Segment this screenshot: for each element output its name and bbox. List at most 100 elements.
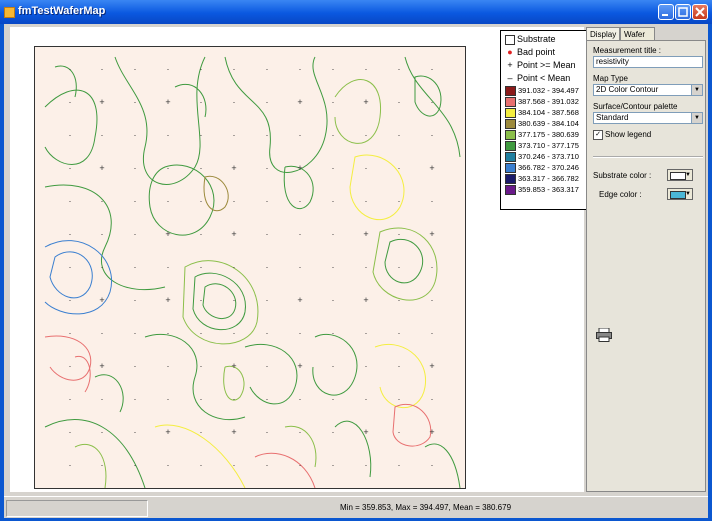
measurement-point: · — [398, 262, 401, 272]
measurement-point: + — [297, 361, 302, 371]
show-legend-checkbox[interactable]: ✓ — [593, 130, 603, 140]
measurement-point: · — [134, 295, 137, 305]
measurement-point: · — [101, 229, 104, 239]
contour-line — [224, 56, 328, 173]
measurement-point: · — [365, 328, 368, 338]
legend-range-label: 387.568 - 391.032 — [518, 97, 579, 106]
measurement-point: · — [365, 64, 368, 74]
edge-color-picker[interactable]: ▼ — [667, 188, 693, 200]
title-bar[interactable]: fmTestWaferMap — [0, 0, 712, 24]
legend-item: ● Bad point — [505, 46, 555, 58]
measurement-point: · — [266, 361, 269, 371]
contour-line — [283, 165, 314, 209]
measurement-point: · — [299, 130, 302, 140]
show-legend-label: Show legend — [605, 130, 652, 139]
legend-color-swatch — [505, 97, 516, 108]
measurement-point: · — [69, 130, 72, 140]
legend-range: 380.639 - 384.104 — [505, 119, 579, 130]
measurement-point: · — [69, 64, 72, 74]
measurement-point: · — [398, 229, 401, 239]
measurement-point: + — [99, 163, 104, 173]
measurement-point: · — [431, 196, 434, 206]
measurement-point: · — [431, 460, 434, 470]
measurement-point: · — [299, 229, 302, 239]
measurement-point: · — [200, 130, 203, 140]
maximize-button[interactable] — [675, 4, 691, 20]
measurement-point: · — [233, 196, 236, 206]
legend-marker-icon: – — [507, 73, 513, 83]
minimize-button[interactable] — [658, 4, 674, 20]
measurement-point: · — [101, 460, 104, 470]
measurement-point: + — [165, 97, 170, 107]
chevron-down-icon: ▼ — [685, 172, 691, 178]
map-type-label: Map Type — [593, 74, 628, 83]
substrate-color-swatch — [670, 172, 686, 180]
contour-line — [114, 56, 206, 185]
client-area: · · · · · · · · · · · · · · + · + · · · + · + · · · · · · · · · · · · · · · · ·… — [4, 24, 708, 518]
measurement-point: · — [167, 163, 170, 173]
measurement-point: + — [363, 427, 368, 437]
status-cell-empty — [6, 500, 148, 517]
app-icon — [4, 7, 15, 18]
measurement-point: · — [332, 427, 335, 437]
wafer-substrate[interactable]: · · · · · · · · · · · · · · + · + · · · + · + · · · · · · · · · · · · · · · · ·… — [34, 46, 466, 489]
contour-line — [74, 355, 91, 393]
legend-range: 377.175 - 380.639 — [505, 130, 579, 141]
measurement-point: · — [332, 130, 335, 140]
measurement-title-label: Measurement title : — [593, 46, 662, 55]
measurement-point: · — [134, 97, 137, 107]
measurement-point: · — [101, 130, 104, 140]
legend-range-label: 391.032 - 394.497 — [518, 86, 579, 95]
measurement-point: · — [365, 460, 368, 470]
contour-line — [349, 154, 405, 220]
palette-select[interactable]: Standard ▼ — [593, 112, 703, 124]
measurement-point: · — [299, 262, 302, 272]
contour-line — [44, 419, 146, 489]
measurement-point: · — [134, 196, 137, 206]
measurement-point: · — [134, 262, 137, 272]
wafer-map-canvas[interactable]: · · · · · · · · · · · · · · + · + · · · + · + · · · · · · · · · · · · · · · · ·… — [10, 27, 587, 492]
measurement-point: · — [69, 229, 72, 239]
measurement-point: · — [332, 328, 335, 338]
measurement-point: · — [398, 460, 401, 470]
tab-display[interactable]: Display — [586, 27, 621, 42]
map-type-value: 2D Color Contour — [596, 85, 659, 94]
contour-line — [148, 164, 215, 236]
measurement-point: · — [134, 460, 137, 470]
legend-color-swatch — [505, 152, 516, 163]
measurement-point: · — [200, 361, 203, 371]
contour-line — [54, 65, 77, 98]
measurement-point: · — [299, 460, 302, 470]
measurement-point: · — [431, 295, 434, 305]
measurement-point: + — [231, 163, 236, 173]
contour-line — [244, 343, 298, 405]
measurement-point: · — [332, 97, 335, 107]
measurement-point: · — [365, 262, 368, 272]
measurement-point: · — [233, 460, 236, 470]
legend-range-label: 366.782 - 370.246 — [518, 163, 579, 172]
palette-label: Surface/Contour palette — [593, 102, 678, 111]
measurement-point: · — [431, 262, 434, 272]
map-type-select[interactable]: 2D Color Contour ▼ — [593, 84, 703, 96]
printer-icon[interactable] — [596, 328, 612, 342]
contour-line — [334, 79, 382, 144]
contour-line — [254, 452, 316, 489]
tab-wafer-params[interactable]: Wafer params — [620, 27, 655, 52]
legend-range-label: 377.175 - 380.639 — [518, 130, 579, 139]
close-button[interactable] — [692, 4, 708, 20]
measurement-title-input[interactable]: resistivity — [593, 56, 703, 68]
measurement-point: · — [431, 97, 434, 107]
status-bar: Min = 359.853, Max = 394.497, Mean = 380… — [4, 496, 708, 518]
contour-line — [384, 238, 424, 284]
chevron-down-icon: ▼ — [691, 113, 702, 123]
substrate-color-picker[interactable]: ▼ — [667, 169, 693, 181]
legend-color-swatch — [505, 174, 516, 185]
contour-line — [334, 420, 372, 478]
measurement-point: + — [297, 295, 302, 305]
measurement-point: · — [431, 130, 434, 140]
measurement-point: · — [266, 427, 269, 437]
palette-value: Standard — [596, 113, 629, 122]
legend-range: 384.104 - 387.568 — [505, 108, 579, 119]
divider — [593, 156, 703, 158]
